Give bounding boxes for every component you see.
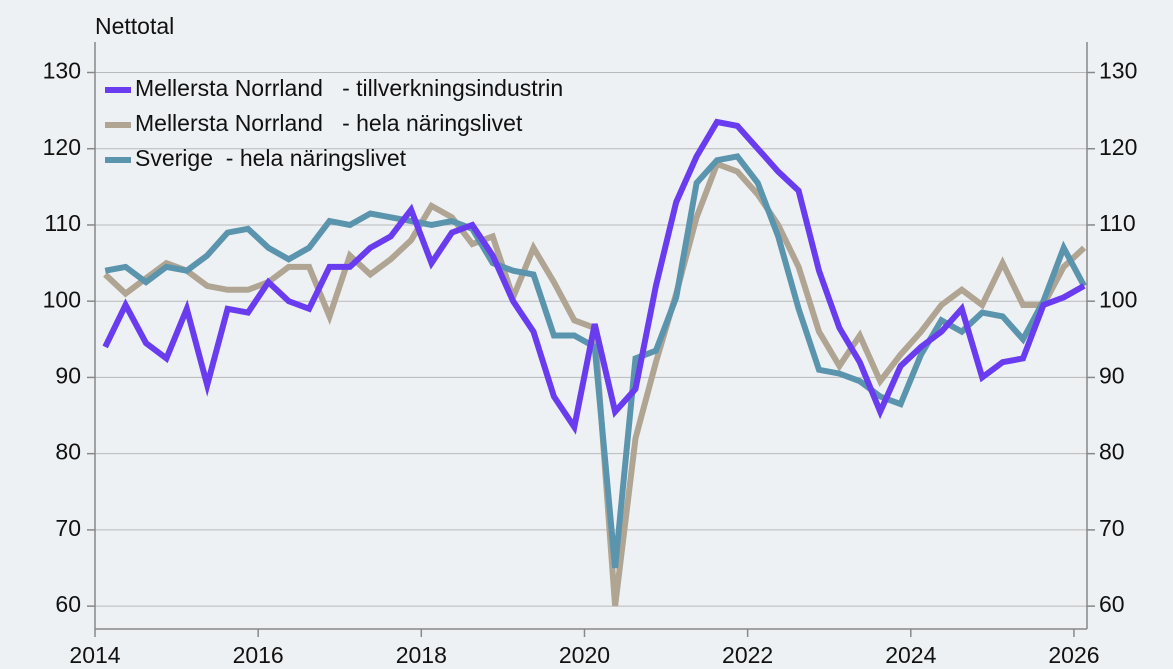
- legend-label: Mellersta Norrland - tillverkningsindust…: [135, 75, 563, 101]
- y-tick-label: 130: [43, 58, 81, 84]
- x-tick-label: 2016: [233, 642, 284, 668]
- legend-label: Sverige - hela näringslivet: [135, 145, 407, 171]
- x-tick-label: 2024: [885, 642, 936, 668]
- y2-tick-label: 90: [1099, 363, 1125, 389]
- y2-tick-label: 110: [1099, 210, 1136, 236]
- y-tick-label: 100: [43, 286, 81, 312]
- y2-tick-label: 80: [1099, 439, 1125, 465]
- y-tick-label: 60: [55, 591, 81, 617]
- y-axis-label: Nettotal: [95, 13, 174, 39]
- y2-tick-label: 100: [1099, 286, 1137, 312]
- x-tick-label: 2026: [1048, 642, 1099, 668]
- y2-tick-label: 130: [1099, 58, 1137, 84]
- y2-tick-label: 70: [1099, 515, 1125, 541]
- y-tick-label: 110: [44, 210, 81, 236]
- y2-tick-label: 120: [1099, 134, 1137, 160]
- y-tick-label: 70: [55, 515, 81, 541]
- y-tick-label: 80: [55, 439, 81, 465]
- x-tick-label: 2022: [722, 642, 773, 668]
- x-tick-label: 2014: [69, 642, 120, 668]
- y-tick-label: 120: [43, 134, 81, 160]
- y2-tick-label: 60: [1099, 591, 1125, 617]
- data-line: [102, 118, 1086, 435]
- x-tick-label: 2018: [396, 642, 447, 668]
- x-tick-label: 2020: [559, 642, 610, 668]
- data-line: [104, 153, 1087, 569]
- legend-label: Mellersta Norrland - hela näringslivet: [135, 110, 523, 136]
- y-tick-label: 90: [55, 363, 81, 389]
